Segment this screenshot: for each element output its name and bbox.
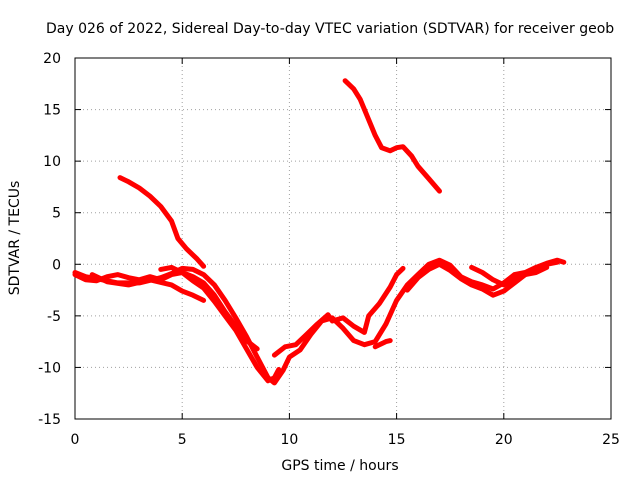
y-tick-label: 10 xyxy=(43,154,61,170)
series-track-g xyxy=(271,265,406,358)
x-tick-label: 20 xyxy=(495,432,513,448)
x-tick-label: 10 xyxy=(280,432,298,448)
series-track-h xyxy=(372,338,393,350)
x-tick-label: 5 xyxy=(178,432,187,448)
y-axis-label: SDTVAR / TECUs xyxy=(7,181,23,296)
x-tick-label: 25 xyxy=(602,432,620,448)
plot-frame xyxy=(74,57,612,420)
y-tick-label: 0 xyxy=(52,257,61,273)
series-track-i xyxy=(404,259,560,298)
x-axis-label: GPS time / hours xyxy=(281,458,398,474)
y-tick-label: -5 xyxy=(47,309,61,325)
x-tick-label: 15 xyxy=(388,432,406,448)
series-track-d xyxy=(158,264,260,352)
x-axis: 0 5 10 15 20 25 xyxy=(71,58,620,448)
y-tick-label: -10 xyxy=(38,360,61,376)
y-axis: -15 -10 -5 0 5 10 15 20 xyxy=(38,51,611,428)
y-tick-label: 15 xyxy=(43,103,61,119)
chart-title: Day 026 of 2022, Sidereal Day-to-day VTE… xyxy=(46,21,614,37)
y-tick-label: -15 xyxy=(38,412,61,428)
y-tick-label: 20 xyxy=(43,51,61,67)
series-track-f xyxy=(342,78,442,194)
x-tick-label: 0 xyxy=(71,432,80,448)
series-layer xyxy=(72,78,567,386)
grid xyxy=(75,58,611,419)
series-track-c xyxy=(89,272,207,303)
series-track-j xyxy=(469,264,550,288)
y-tick-label: 5 xyxy=(52,206,61,222)
series-track-e xyxy=(117,175,207,269)
